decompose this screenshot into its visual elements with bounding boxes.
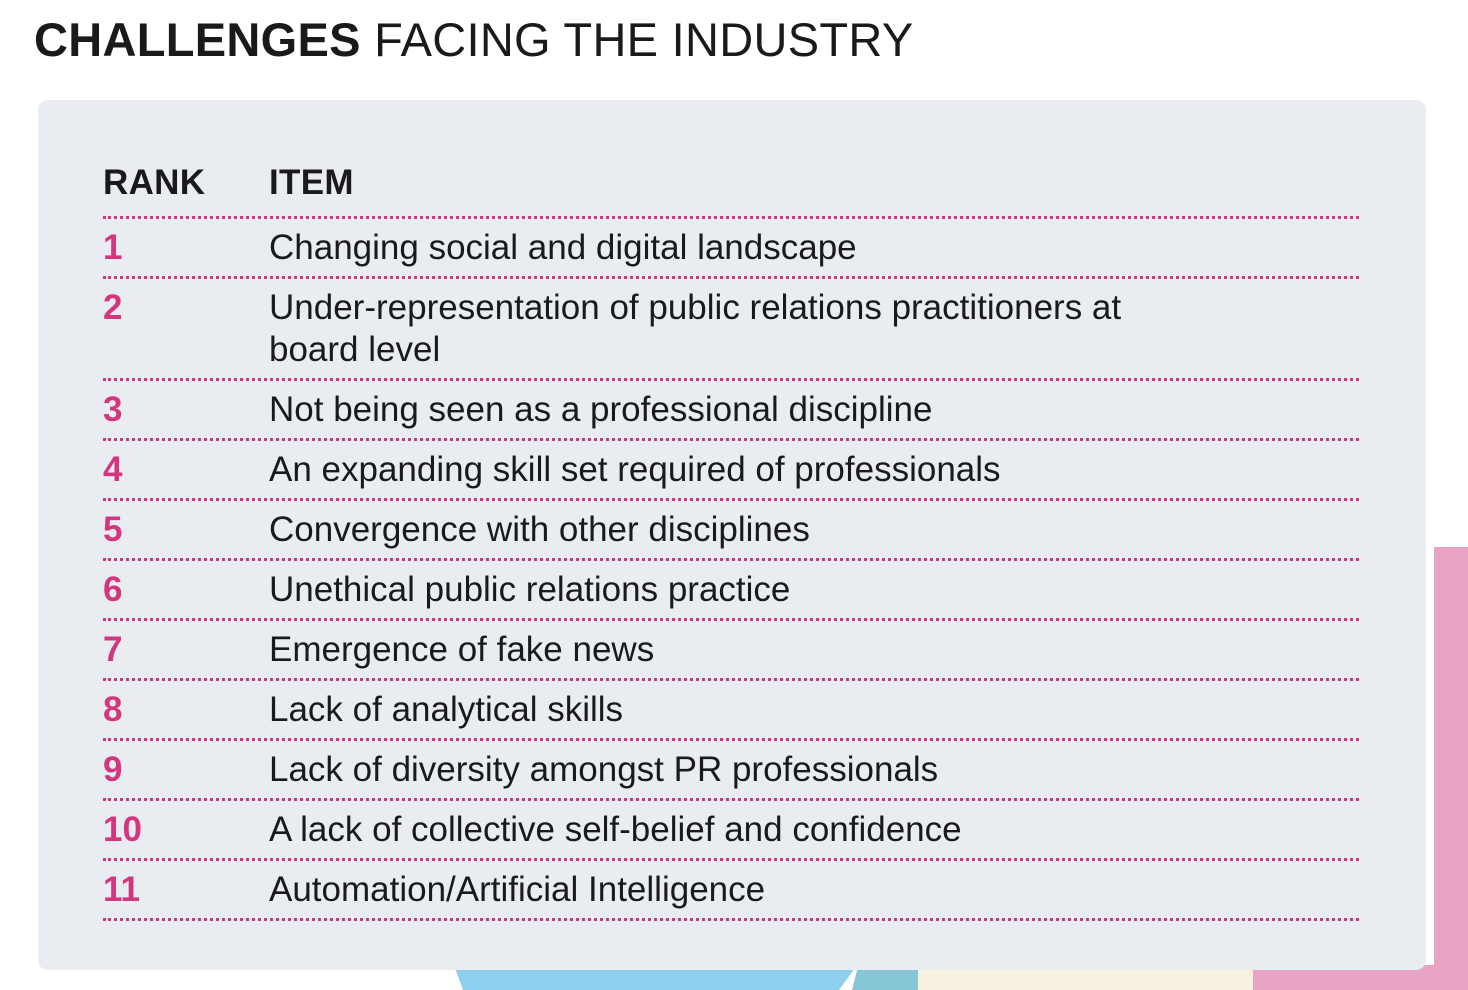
item-text: Emergence of fake news	[269, 630, 655, 669]
item-text: Lack of diversity amongst PR professiona…	[269, 750, 939, 789]
item-text: Not being seen as a professional discipl…	[269, 390, 933, 429]
rank-number: 10	[103, 810, 142, 849]
page-title-regular: FACING THE INDUSTRY	[360, 13, 914, 66]
table-row: 9 Lack of diversity amongst PR professio…	[103, 741, 1359, 801]
rank-number: 3	[103, 390, 123, 429]
page-title-bold: CHALLENGES	[34, 13, 361, 66]
table-row: 2 Under-representation of public relatio…	[103, 279, 1359, 381]
item-text: An expanding skill set required of profe…	[269, 450, 1001, 489]
item-column-header: ITEM	[269, 163, 354, 202]
table-row: 8 Lack of analytical skills	[103, 681, 1359, 741]
table-row: 3 Not being seen as a professional disci…	[103, 381, 1359, 441]
table-row: 10 A lack of collective self-belief and …	[103, 801, 1359, 861]
table-row: 4 An expanding skill set required of pro…	[103, 441, 1359, 501]
item-text: A lack of collective self-belief and con…	[269, 810, 962, 849]
item-text: Convergence with other disciplines	[269, 510, 810, 549]
decorative-pink-block	[1434, 547, 1468, 990]
item-text: Changing social and digital landscape	[269, 228, 857, 267]
ranking-table: RANK ITEM 1 Changing social and digital …	[103, 150, 1359, 921]
rank-number: 7	[103, 630, 123, 669]
rank-number: 5	[103, 510, 123, 549]
table-row: 11 Automation/Artificial Intelligence	[103, 861, 1359, 921]
table-row: 5 Convergence with other disciplines	[103, 501, 1359, 561]
item-text: Unethical public relations practice	[269, 570, 791, 609]
rank-number: 11	[103, 870, 140, 909]
decorative-cream-shape	[918, 968, 1253, 990]
page-title: CHALLENGES FACING THE INDUSTRY	[34, 12, 913, 68]
item-text: Automation/Artificial Intelligence	[269, 870, 766, 909]
rank-number: 9	[103, 750, 123, 789]
rank-number: 8	[103, 690, 123, 729]
item-text: Under-representation of public relations…	[269, 288, 1122, 369]
rank-number: 6	[103, 570, 123, 609]
table-row: 1 Changing social and digital landscape	[103, 219, 1359, 279]
rank-number: 4	[103, 450, 123, 489]
decorative-blue-shape	[455, 968, 855, 990]
item-text: Lack of analytical skills	[269, 690, 624, 729]
ranking-panel: RANK ITEM 1 Changing social and digital …	[38, 100, 1426, 970]
rank-number: 1	[103, 228, 123, 267]
rank-number: 2	[103, 288, 123, 327]
decorative-teal-shape	[852, 968, 922, 990]
rank-column-header: RANK	[103, 163, 206, 202]
table-row: 6 Unethical public relations practice	[103, 561, 1359, 621]
table-row: 7 Emergence of fake news	[103, 621, 1359, 681]
table-header: RANK ITEM	[103, 150, 1359, 219]
